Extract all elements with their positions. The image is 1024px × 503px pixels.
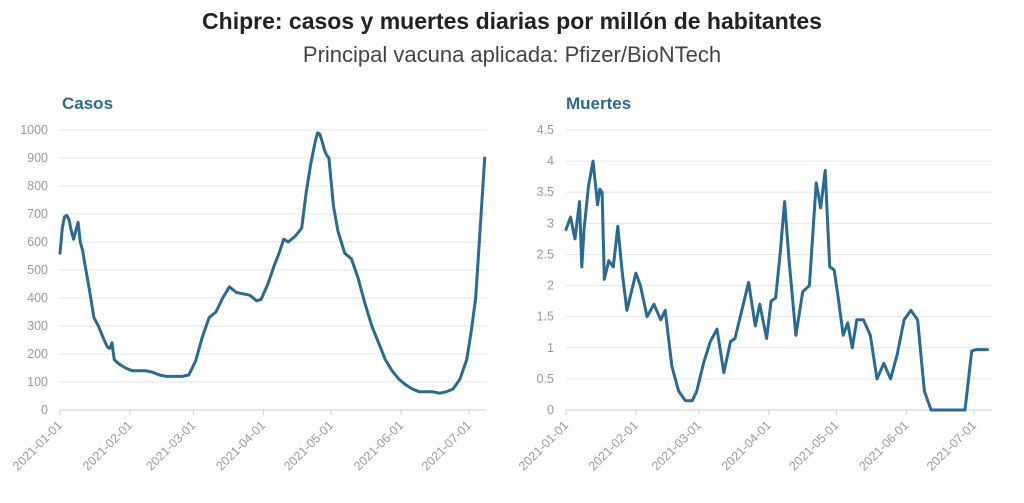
y-tick-label: 500	[27, 263, 48, 277]
y-tick-label: 1000	[20, 123, 48, 137]
y-tick-label: 1.5	[537, 310, 554, 324]
x-tick-label: 2021-07-01	[419, 418, 474, 473]
x-tick-label: 2021-03-01	[143, 418, 198, 473]
chart-subtitle: Principal vacuna aplicada: Pfizer/BioNTe…	[302, 42, 722, 67]
y-tick-label: 0	[41, 403, 48, 417]
y-tick-label: 2	[547, 279, 554, 293]
x-tick-label: 2021-01-01	[10, 418, 65, 473]
y-tick-label: 1	[547, 341, 554, 355]
x-tick-label: 2021-04-01	[213, 418, 268, 473]
y-tick-label: 900	[27, 151, 48, 165]
y-tick-label: 3.5	[537, 185, 554, 199]
x-tick-label: 2021-03-01	[649, 418, 704, 473]
chart-title: Chipre: casos y muertes diarias por mill…	[202, 8, 822, 34]
x-tick-label: 2021-06-01	[856, 418, 911, 473]
y-tick-label: 200	[27, 347, 48, 361]
panel-muertes: Muertes 0 0.5 1 1.5 2 2.5 3 3.5 4 4.5 2021-01-01 202…	[516, 94, 992, 473]
y-tick-label: 600	[27, 235, 48, 249]
panel-title-casos: Casos	[62, 94, 113, 113]
y-tick-label: 700	[27, 207, 48, 221]
series-line-muertes	[564, 159, 989, 412]
x-tick-label: 2021-06-01	[351, 418, 406, 473]
x-tick-label: 2021-05-01	[281, 418, 336, 473]
panel-title-muertes: Muertes	[566, 94, 631, 113]
x-tick-label: 2021-04-01	[719, 418, 774, 473]
x-tick-label: 2021-07-01	[924, 418, 979, 473]
y-tick-label: 2.5	[537, 247, 554, 261]
y-tick-label: 4	[547, 154, 554, 168]
y-tick-label: 300	[27, 319, 48, 333]
series-line-casos	[58, 131, 487, 395]
y-tick-label: 0.5	[537, 372, 554, 386]
panel-casos: Casos 0 100 200 300 400 500 600 700 800 900 1000 202…	[10, 94, 487, 473]
y-tick-label: 400	[27, 291, 48, 305]
y-tick-label: 3	[547, 216, 554, 230]
y-tick-label: 4.5	[537, 123, 554, 137]
x-tick-label: 2021-05-01	[786, 418, 841, 473]
x-tick-label: 2021-02-01	[586, 418, 641, 473]
x-tick-label: 2021-01-01	[516, 418, 571, 473]
x-tick-label: 2021-02-01	[80, 418, 135, 473]
y-tick-label: 100	[27, 375, 48, 389]
y-tick-label: 800	[27, 179, 48, 193]
y-tick-label: 0	[547, 403, 554, 417]
